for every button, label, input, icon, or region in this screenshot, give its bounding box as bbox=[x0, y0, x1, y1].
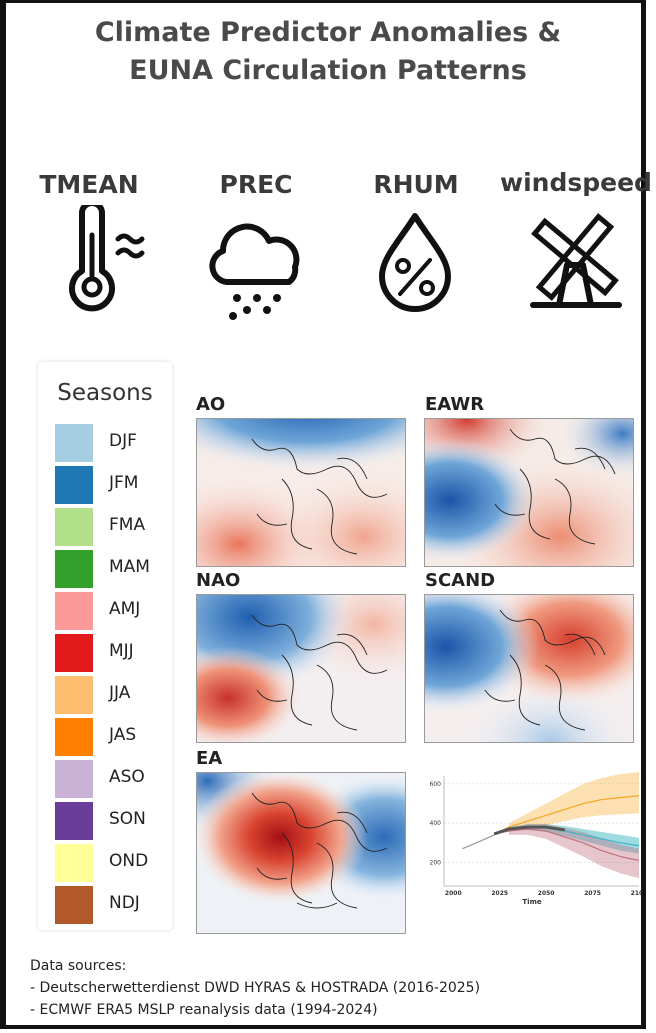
seasons-legend: Seasons DJF JFM FMA MAM AMJ MJJ JJA JAS … bbox=[38, 362, 172, 930]
legend-item-mjj: MJJ bbox=[55, 634, 172, 672]
map-label-scand: SCAND bbox=[425, 570, 496, 591]
legend-item-fma: FMA bbox=[55, 508, 172, 546]
humidity-drop-icon bbox=[379, 213, 451, 312]
legend-item-son: SON bbox=[55, 802, 172, 840]
legend-swatch bbox=[55, 592, 93, 630]
variable-label-rhum: RHUM bbox=[373, 170, 459, 199]
variable-label-prec: PREC bbox=[219, 170, 293, 199]
map-label-nao: NAO bbox=[196, 570, 241, 591]
legend-swatch bbox=[55, 424, 93, 462]
legend-swatch bbox=[55, 760, 93, 798]
legend-label: MAM bbox=[109, 557, 150, 577]
map-eawr bbox=[424, 418, 634, 567]
windmill-icon bbox=[530, 213, 622, 308]
legend-label: NDJ bbox=[109, 893, 140, 913]
page-title-line1: Climate Predictor Anomalies & bbox=[94, 17, 562, 48]
legend-label: JJA bbox=[109, 683, 131, 703]
legend-swatch bbox=[55, 550, 93, 588]
legend-swatch bbox=[55, 802, 93, 840]
series-line bbox=[493, 795, 640, 835]
legend-item-ond: OND bbox=[55, 844, 172, 882]
legend-label: ASO bbox=[109, 767, 145, 787]
legend-swatch bbox=[55, 844, 93, 882]
legend-swatch bbox=[55, 634, 93, 672]
legend-item-djf: DJF bbox=[55, 424, 172, 462]
legend-item-jfm: JFM bbox=[55, 466, 172, 504]
y-tick-label: 200 bbox=[430, 859, 442, 866]
legend-label: SON bbox=[109, 809, 146, 829]
map-nao bbox=[196, 594, 406, 743]
legend-item-ndj: NDJ bbox=[55, 886, 172, 924]
sources-heading: Data sources: bbox=[30, 958, 127, 974]
uncertainty-band bbox=[509, 824, 639, 854]
x-tick-label: 2000 bbox=[445, 890, 462, 897]
legend-label: AMJ bbox=[109, 599, 141, 619]
legend-swatch bbox=[55, 676, 93, 714]
uncertainty-band bbox=[509, 824, 639, 879]
x-tick-label: 2050 bbox=[538, 890, 555, 897]
legend-item-mam: MAM bbox=[55, 550, 172, 588]
sources-line-1: - Deutscherwetterdienst DWD HYRAS & HOST… bbox=[30, 980, 481, 996]
y-tick-label: 600 bbox=[430, 781, 442, 788]
x-axis-label: Time bbox=[522, 898, 541, 906]
legend-label: JAS bbox=[109, 725, 137, 745]
legend-item-aso: ASO bbox=[55, 760, 172, 798]
series-line bbox=[493, 825, 565, 836]
series-line bbox=[494, 828, 640, 862]
thermometer-icon bbox=[69, 205, 145, 312]
variable-label-tmean: TMEAN bbox=[39, 170, 139, 199]
series-line bbox=[462, 834, 495, 850]
x-tick-label: 2025 bbox=[491, 890, 508, 897]
variable-label-windspeed: windspeed bbox=[500, 168, 652, 197]
legend-label: MJJ bbox=[109, 641, 134, 661]
legend-label: DJF bbox=[109, 431, 137, 451]
legend-label: FMA bbox=[109, 515, 146, 535]
map-label-eawr: EAWR bbox=[425, 394, 485, 415]
map-ea bbox=[196, 772, 406, 934]
legend-item-amj: AMJ bbox=[55, 592, 172, 630]
y-tick-label: 400 bbox=[430, 820, 442, 827]
map-ao bbox=[196, 418, 406, 567]
legend-swatch bbox=[55, 466, 93, 504]
x-tick-label: 2100 bbox=[631, 890, 642, 897]
legend-title: Seasons bbox=[57, 380, 153, 406]
legend-item-jas: JAS bbox=[55, 718, 172, 756]
map-scand bbox=[424, 594, 634, 743]
x-tick-label: 2075 bbox=[584, 890, 601, 897]
legend-swatch bbox=[55, 886, 93, 924]
legend-swatch bbox=[55, 718, 93, 756]
cloud-precipitation-icon bbox=[209, 223, 300, 320]
sources-line-2: - ECMWF ERA5 MSLP reanalysis data (1994-… bbox=[30, 1002, 378, 1018]
legend-swatch bbox=[55, 508, 93, 546]
time-series-plot: 200 400 600 2000 2025 2050 2075 2100 Time bbox=[430, 772, 642, 906]
map-label-ea: EA bbox=[196, 748, 223, 769]
legend-item-jja: JJA bbox=[55, 676, 172, 714]
uncertainty-band bbox=[509, 772, 639, 831]
legend-label: JFM bbox=[109, 473, 139, 493]
map-label-ao: AO bbox=[196, 394, 226, 415]
legend-label: OND bbox=[109, 851, 149, 871]
page-title-line2: EUNA Circulation Patterns bbox=[129, 55, 527, 86]
